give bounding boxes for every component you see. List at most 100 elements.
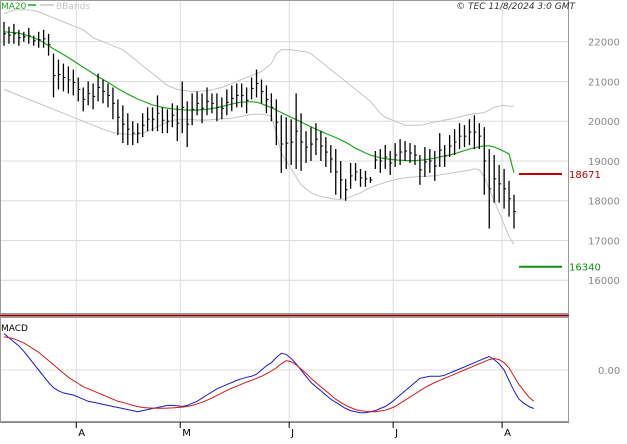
price-bar [335, 149, 338, 195]
x-axis-month-label: A [78, 428, 85, 439]
price-y-tick-labels: 16000 17000 18000 19000 20000 21000 22000 [588, 38, 620, 287]
macd-gridlines: 0.00 [1, 318, 620, 421]
price-bar [345, 178, 348, 201]
price-bar [107, 83, 110, 108]
price-bar [488, 149, 492, 229]
source-timestamp: © TEC 11/8/2024 3:0 GMT [456, 2, 576, 12]
price-bar [72, 69, 76, 96]
price-bar [137, 123, 140, 144]
price-bar [191, 93, 195, 126]
price-bar [196, 91, 200, 116]
price-bar [290, 119, 294, 165]
price-bar [166, 109, 170, 134]
price-bar [176, 105, 180, 142]
price-bar [226, 89, 229, 116]
bbands-legend-label: BBands [56, 2, 90, 12]
price-bar [255, 69, 259, 98]
price-y-tick-label: 20000 [588, 117, 620, 128]
price-bar [285, 117, 289, 169]
price-y-tick-label: 19000 [588, 157, 620, 168]
x-axis-month-label: J [394, 428, 398, 439]
price-bar [409, 143, 413, 163]
price-bar [379, 149, 383, 173]
price-bar [57, 59, 61, 90]
ma20-line-group [3, 31, 515, 174]
price-bar [141, 113, 145, 138]
price-bar [448, 135, 452, 157]
price-bar [429, 149, 432, 173]
price-bar [468, 119, 472, 146]
bollinger-bands [3, 9, 515, 245]
price-bar [349, 162, 353, 189]
price-bar [424, 147, 427, 177]
price-bar [122, 105, 125, 144]
price-bar [498, 164, 502, 203]
price-bar [369, 176, 373, 183]
bbands-lower-line [3, 88, 515, 245]
price-bar [112, 87, 115, 120]
price-bar [211, 93, 214, 114]
price-bar [181, 81, 185, 134]
price-bar [186, 101, 190, 148]
target-high-label: 18671 [569, 170, 601, 181]
price-y-tick-label: 18000 [588, 197, 620, 208]
price-bar [265, 85, 269, 114]
ma20-legend-label: MA20 [1, 2, 27, 12]
price-y-tick-label: 22000 [588, 38, 620, 49]
macd-y-tick-label: 0.00 [598, 366, 620, 377]
price-bar [508, 180, 512, 217]
price-bar [305, 131, 309, 163]
price-bar [18, 29, 21, 46]
price-bar [384, 145, 388, 169]
price-bar [250, 77, 254, 100]
price-bar [146, 107, 150, 132]
price-bar [42, 29, 46, 48]
price-bar [23, 31, 26, 42]
price-bar [92, 83, 96, 110]
price-bar [404, 141, 408, 161]
macd-panel-frame [0, 317, 569, 422]
price-bar [216, 93, 219, 122]
price-bar [102, 79, 106, 104]
price-bar [245, 87, 249, 114]
x-axis-month-label: M [182, 428, 191, 439]
price-bar [33, 35, 36, 46]
price-bar [87, 81, 91, 106]
price-bar [463, 125, 467, 148]
macd-line [3, 333, 534, 414]
price-bars [3, 21, 516, 229]
price-bar [132, 121, 135, 146]
x-axis-month-label: J [290, 428, 294, 439]
price-bar [171, 103, 175, 128]
price-bar [97, 73, 101, 102]
price-bar [3, 21, 6, 46]
price-bar [483, 127, 487, 195]
price-bar [513, 194, 516, 229]
price-bar [231, 85, 234, 112]
price-bar [47, 33, 51, 56]
price-bar [300, 113, 304, 171]
price-bar [320, 131, 323, 161]
price-bar [330, 145, 333, 173]
price-bar [280, 115, 284, 173]
price-bar [67, 66, 71, 94]
price-gridlines [1, 1, 568, 313]
price-bar [156, 95, 160, 132]
price-bar [503, 168, 507, 209]
price-y-tick-label: 16000 [588, 276, 620, 287]
price-bar [241, 83, 244, 108]
price-bar [77, 77, 81, 102]
price-bar [458, 123, 462, 150]
price-bar [340, 160, 343, 199]
price-bar [419, 155, 422, 185]
price-y-tick-label: 17000 [588, 236, 620, 247]
macd-panel-title: MACD [1, 324, 28, 334]
price-bar [260, 79, 264, 104]
price-bar [478, 123, 482, 150]
price-bar [453, 129, 457, 156]
macd-signal-line [3, 336, 535, 413]
price-bar [374, 151, 378, 169]
price-bar [359, 168, 363, 187]
price-bar [414, 145, 417, 165]
